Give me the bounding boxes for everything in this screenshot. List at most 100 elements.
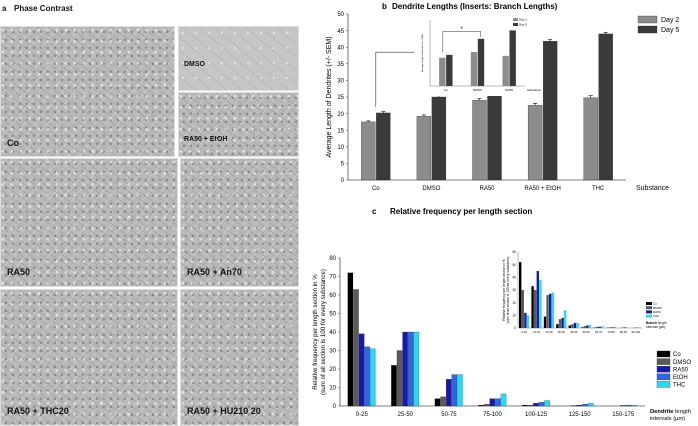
chart-c-bar bbox=[457, 375, 462, 406]
chart-c-bar bbox=[484, 404, 489, 406]
chart-c-inset-ytick-label: 10 bbox=[512, 314, 516, 318]
chart-b-category-label: Co bbox=[372, 186, 380, 192]
chart-b-ytick-label: 35 bbox=[337, 62, 344, 68]
chart-c-ytick-label: 50 bbox=[329, 312, 336, 318]
chart-c-bar bbox=[414, 332, 419, 406]
chart-c-ytick-label: 70 bbox=[329, 275, 336, 281]
chart-c-inset-bar bbox=[549, 294, 551, 328]
chart-c-bar bbox=[544, 400, 549, 406]
chart-b-inset-legend-swatch bbox=[513, 18, 518, 21]
chart-c-inset-xlabel-line2: intervals (µm) bbox=[646, 325, 665, 329]
chart-b-inset-bar bbox=[509, 30, 515, 86]
chart-c-bar bbox=[441, 397, 446, 406]
chart-b-bar bbox=[543, 41, 557, 180]
chart-c-title: Relative frequency per length section bbox=[390, 207, 532, 216]
micrograph-ra50-hu210: RA50 + HU210 20 bbox=[180, 289, 299, 426]
chart-c-xlabel-line2: intervals (µm) bbox=[650, 416, 685, 422]
micrograph-dmso: DMSO bbox=[178, 26, 299, 91]
chart-c-inset-ylabel-line2: (sum of all section is 100 for every sub… bbox=[506, 256, 510, 323]
chart-c-inset-bar bbox=[531, 286, 533, 328]
chart-c-bar bbox=[571, 405, 576, 406]
chart-b-legend-swatch bbox=[638, 26, 657, 33]
chart-b-ytick-label: 0 bbox=[341, 178, 345, 184]
panel-b-letter: b bbox=[382, 2, 387, 11]
micrograph-label-ra50-hu210: RA50 + HU210 20 bbox=[187, 406, 261, 416]
chart-b-legend-label: Day 5 bbox=[661, 27, 679, 34]
chart-b-ylabel: Average Length of Dendrites (+/- SEM) bbox=[326, 36, 333, 157]
chart-c-inset-bar bbox=[611, 327, 613, 328]
chart-b-inset-bar bbox=[502, 56, 508, 86]
chart-c-legend-label: DMSO bbox=[673, 360, 691, 366]
chart-c-inset-bar bbox=[571, 324, 573, 328]
micrograph-label-ra50-an70: RA50 + An70 bbox=[187, 267, 242, 277]
chart-c-inset-bar bbox=[601, 326, 603, 328]
chart-c-bar bbox=[577, 405, 582, 406]
chart-c-bar bbox=[501, 394, 506, 406]
chart-c-inset-category-label: 70-80 bbox=[607, 330, 615, 334]
chart-b-ytick-label: 40 bbox=[337, 45, 344, 51]
chart-c-inset-bar bbox=[537, 271, 539, 328]
chart-c-category-label: 125-150 bbox=[569, 412, 592, 418]
micrograph-label-dmso: DMSO bbox=[184, 61, 205, 68]
micrograph-co: Co bbox=[0, 26, 175, 157]
chart-b-inset-category-label: RA50 bbox=[505, 88, 513, 92]
chart-c-bar bbox=[446, 379, 451, 406]
chart-c-bar bbox=[533, 403, 538, 406]
chart-c-inset-category-label: 40-50 bbox=[570, 330, 578, 334]
chart-b-ytick-label: 30 bbox=[337, 79, 344, 85]
chart-c-bar bbox=[397, 351, 402, 407]
chart-c-inset-legend-label: THC bbox=[653, 314, 660, 318]
chart-c-ytick-label: 40 bbox=[329, 330, 336, 336]
chart-c-bar bbox=[452, 375, 457, 406]
chart-c-bar bbox=[490, 399, 495, 406]
chart-b-inset-category-label: Co bbox=[444, 88, 448, 92]
panel-a-title: Phase Contrast bbox=[14, 4, 73, 13]
chart-c-legend-label: THC bbox=[673, 383, 686, 389]
chart-c-inset-ytick-label: 30 bbox=[512, 288, 516, 292]
chart-c-inset-ytick-label: 0 bbox=[514, 326, 516, 330]
chart-c-inset-bar bbox=[599, 327, 601, 328]
chart-c-bar bbox=[582, 404, 587, 406]
chart-b-ytick-label: 20 bbox=[337, 112, 344, 118]
chart-c-inset-category-label: 80-90 bbox=[620, 330, 628, 334]
chart-c-category-label: 25-50 bbox=[398, 412, 414, 418]
chart-c-ytick-label: 60 bbox=[329, 293, 336, 299]
chart-b-inset-legend-label: Day 5 bbox=[519, 23, 527, 27]
chart-c-inset-bar bbox=[552, 293, 554, 328]
chart-c-inset-bar bbox=[623, 327, 625, 328]
chart-c-inset-category-label: 0-10 bbox=[521, 330, 527, 334]
panel-a-letter: a bbox=[2, 4, 6, 13]
chart-b-inset-legend-label: Day 2 bbox=[519, 18, 527, 22]
chart-c-bar bbox=[626, 405, 631, 406]
chart-c-bar bbox=[522, 405, 527, 406]
chart-c-inset-ytick-label: 20 bbox=[512, 301, 516, 305]
chart-c-legend-label: RA50 bbox=[673, 367, 689, 373]
chart-c-inset-legend-swatch bbox=[646, 306, 652, 309]
chart-c-legend-swatch bbox=[657, 359, 670, 365]
chart-c-inset-bar bbox=[569, 325, 571, 328]
chart-c-category-label: 75-100 bbox=[483, 412, 502, 418]
chart-c-inset-bar bbox=[574, 323, 576, 328]
chart-c-inset-ytick-label: 60 bbox=[512, 250, 516, 254]
chart-c-ylabel-line2: (sum of all section is 100 for every sub… bbox=[320, 269, 327, 395]
micrograph-ra50-an70: RA50 + An70 bbox=[180, 158, 299, 287]
chart-c-inset-legend-swatch bbox=[646, 315, 652, 318]
chart-c-inset-bar bbox=[522, 290, 524, 328]
chart-c-inset-category-label: 90-100 bbox=[631, 330, 640, 334]
chart-c-bar bbox=[403, 332, 408, 406]
chart-c-ytick-label: 0 bbox=[333, 404, 337, 410]
chart-c-inset-bar bbox=[561, 318, 563, 328]
chart-c-bar bbox=[391, 365, 396, 406]
chart-c-inset-bar bbox=[556, 324, 558, 328]
chart-b-ytick-label: 5 bbox=[341, 162, 345, 168]
micrograph-ra50: RA50 bbox=[0, 158, 178, 287]
chart-c-inset-bar bbox=[589, 325, 591, 328]
chart-c-inset-bar bbox=[564, 310, 566, 328]
chart-c-bar bbox=[359, 334, 364, 406]
chart-c-bar bbox=[435, 399, 440, 406]
chart-c-bar bbox=[370, 349, 375, 406]
chart-c-inset-legend-swatch bbox=[646, 310, 652, 313]
micrograph-label-ra50: RA50 bbox=[7, 267, 30, 277]
micrograph-label-ra50-etoh: RA50 + EtOH bbox=[184, 136, 227, 143]
chart-c-inset-bar bbox=[519, 262, 521, 328]
